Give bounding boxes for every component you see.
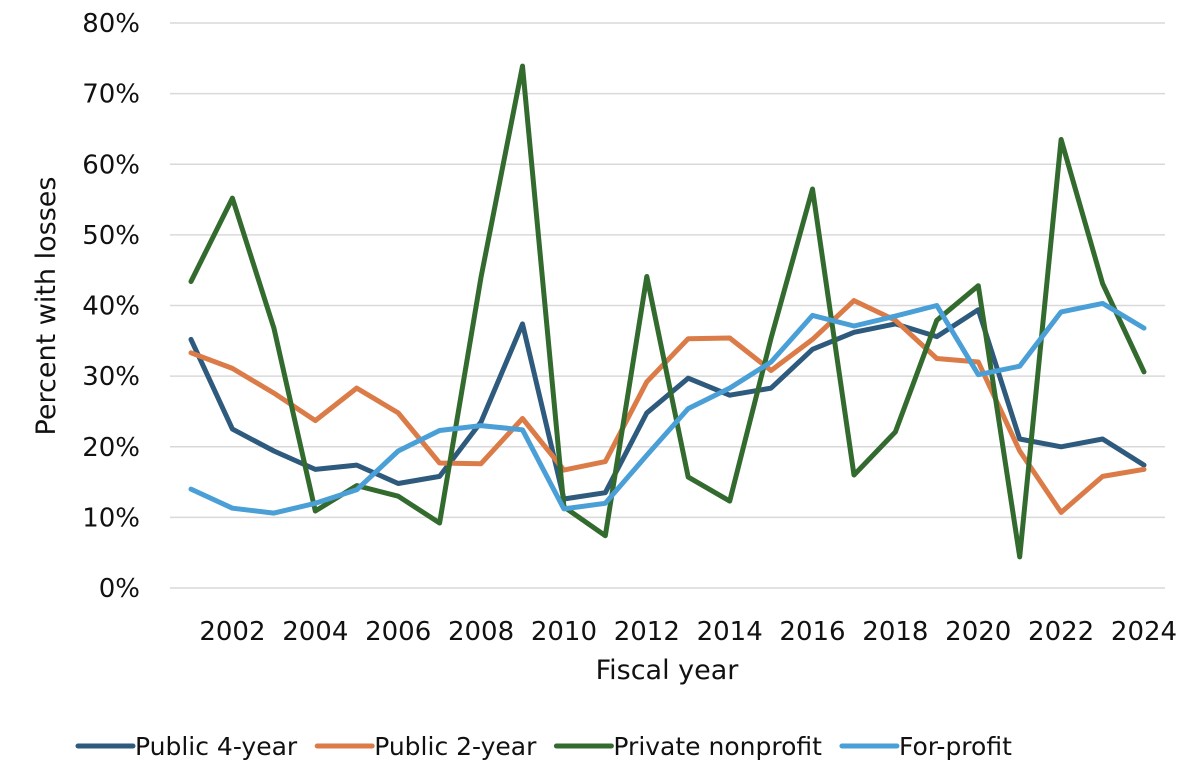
- legend-item: Private nonprofit: [553, 732, 822, 761]
- x-axis-title: Fiscal year: [596, 655, 740, 686]
- x-tick-label: 2020: [945, 617, 1011, 647]
- legend-label: Private nonprofit: [613, 732, 822, 761]
- y-tick-label: 0%: [99, 574, 140, 604]
- legend: Public 4-year Public 2-year Private nonpro…: [75, 732, 1012, 761]
- x-tick-label: 2002: [199, 617, 265, 647]
- y-tick-label: 80%: [82, 9, 140, 39]
- x-tick-label: 2004: [282, 617, 348, 647]
- gridlines: [170, 22, 1165, 589]
- y-tick-label: 10%: [82, 503, 140, 533]
- y-tick-label: 70%: [82, 80, 140, 110]
- y-tick-label: 20%: [82, 433, 140, 463]
- x-tick-label: 2018: [862, 617, 928, 647]
- legend-label: Public 4-year: [135, 732, 298, 761]
- x-tick-label: 2010: [531, 617, 597, 647]
- legend-label: Public 2-year: [374, 732, 537, 761]
- x-axis-ticks: 2002 2004 2006 2008 2010 2012 2014 2016 2018 2020…: [199, 617, 1177, 647]
- x-tick-label: 2006: [365, 617, 431, 647]
- series-line-public-2-year: [188, 298, 1147, 515]
- y-tick-label: 40%: [82, 292, 140, 322]
- series-line-for-profit: [188, 300, 1147, 516]
- series-line-private-nonprofit: [188, 63, 1147, 560]
- y-tick-label: 50%: [82, 221, 140, 251]
- x-tick-label: 2008: [448, 617, 514, 647]
- x-tick-label: 2012: [614, 617, 680, 647]
- x-tick-label: 2024: [1111, 617, 1177, 647]
- legend-item: Public 4-year: [75, 732, 298, 761]
- legend-item: For-profit: [839, 732, 1012, 761]
- x-tick-label: 2014: [697, 617, 763, 647]
- y-axis-title: Percent with losses: [31, 177, 62, 436]
- y-axis-ticks: 0% 10% 20% 30% 40% 50% 60% 70% 80%: [82, 9, 140, 604]
- legend-item: Public 2-year: [314, 732, 537, 761]
- x-tick-label: 2016: [779, 617, 845, 647]
- legend-label: For-profit: [899, 732, 1012, 761]
- x-tick-label: 2022: [1028, 617, 1094, 647]
- y-tick-label: 60%: [82, 150, 140, 180]
- y-tick-label: 30%: [82, 362, 140, 392]
- series-lines: [188, 63, 1147, 560]
